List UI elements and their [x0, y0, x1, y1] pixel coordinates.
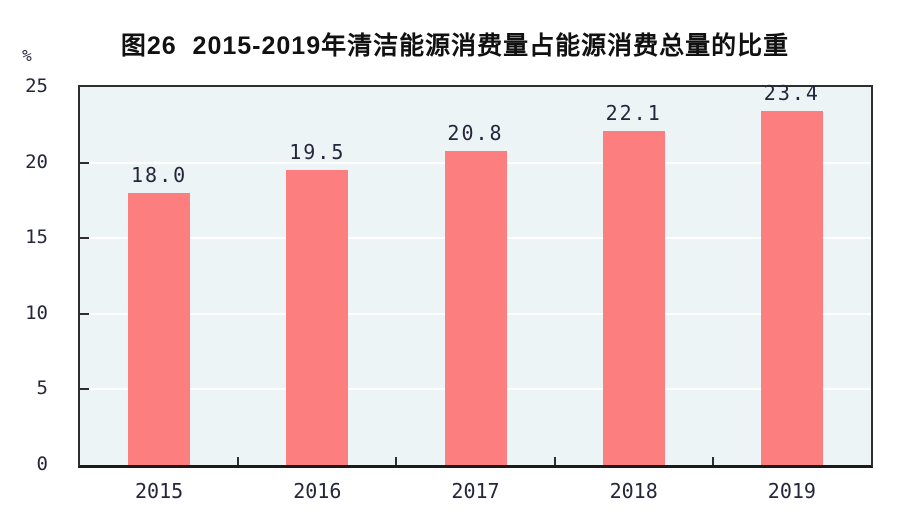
x-axis-tick — [237, 457, 240, 465]
y-axis-tick-5 — [80, 388, 89, 391]
x-axis-category-label-2019: 2019 — [767, 479, 816, 503]
y-axis-tick-label-5: 5 — [36, 377, 48, 400]
y-axis-tick-label-10: 10 — [25, 301, 48, 324]
bar-value-label-2015: 18.0 — [131, 162, 188, 187]
bar-2016 — [286, 170, 349, 465]
bar-2018 — [602, 130, 665, 465]
y-axis-unit-label: % — [22, 46, 32, 65]
bar-value-label-2017: 20.8 — [447, 120, 504, 145]
x-axis-category-label-2015: 2015 — [135, 479, 184, 503]
chart-title: 图26 2015-2019年清洁能源消费量占能源消费总量的比重 — [120, 32, 790, 60]
y-axis-tick-20 — [80, 161, 89, 164]
y-axis-tick-label-15: 15 — [25, 226, 48, 249]
bar-value-label-2016: 19.5 — [289, 140, 346, 165]
bar-value-label-2019: 23.4 — [763, 81, 820, 106]
y-axis-tick-10 — [80, 312, 89, 315]
x-axis-tick — [553, 457, 556, 465]
bar-2019 — [760, 111, 823, 465]
x-axis-tick — [395, 457, 398, 465]
y-axis-tick-label-0: 0 — [36, 453, 48, 475]
bar-value-label-2018: 22.1 — [605, 100, 662, 125]
x-axis-category-label-2018: 2018 — [609, 479, 658, 503]
y-axis-tick-label-20: 20 — [25, 150, 48, 173]
y-axis-tick-15 — [80, 237, 89, 240]
plot-area: 18.0 19.5 20.8 22.1 23.4 — [78, 81, 873, 468]
x-axis-category-label-2016: 2016 — [293, 479, 342, 503]
x-axis-tick — [711, 457, 714, 465]
x-axis-category-label-2017: 2017 — [451, 479, 500, 503]
bar-2017 — [444, 150, 507, 465]
bar-2015 — [128, 192, 191, 465]
y-axis-tick-label-25: 25 — [25, 75, 48, 97]
